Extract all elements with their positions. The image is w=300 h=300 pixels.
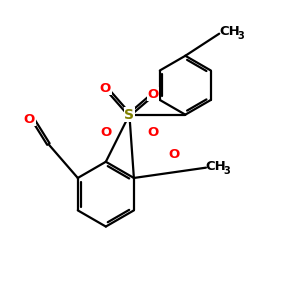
Text: O: O xyxy=(147,126,159,139)
Text: 3: 3 xyxy=(224,166,230,176)
Text: O: O xyxy=(24,112,35,126)
Text: O: O xyxy=(100,82,111,95)
Text: O: O xyxy=(147,88,159,100)
Text: 3: 3 xyxy=(237,31,244,41)
Text: CH: CH xyxy=(219,25,240,38)
Text: O: O xyxy=(100,126,112,139)
Text: O: O xyxy=(168,148,179,161)
Text: S: S xyxy=(124,108,134,122)
Text: CH: CH xyxy=(206,160,226,173)
